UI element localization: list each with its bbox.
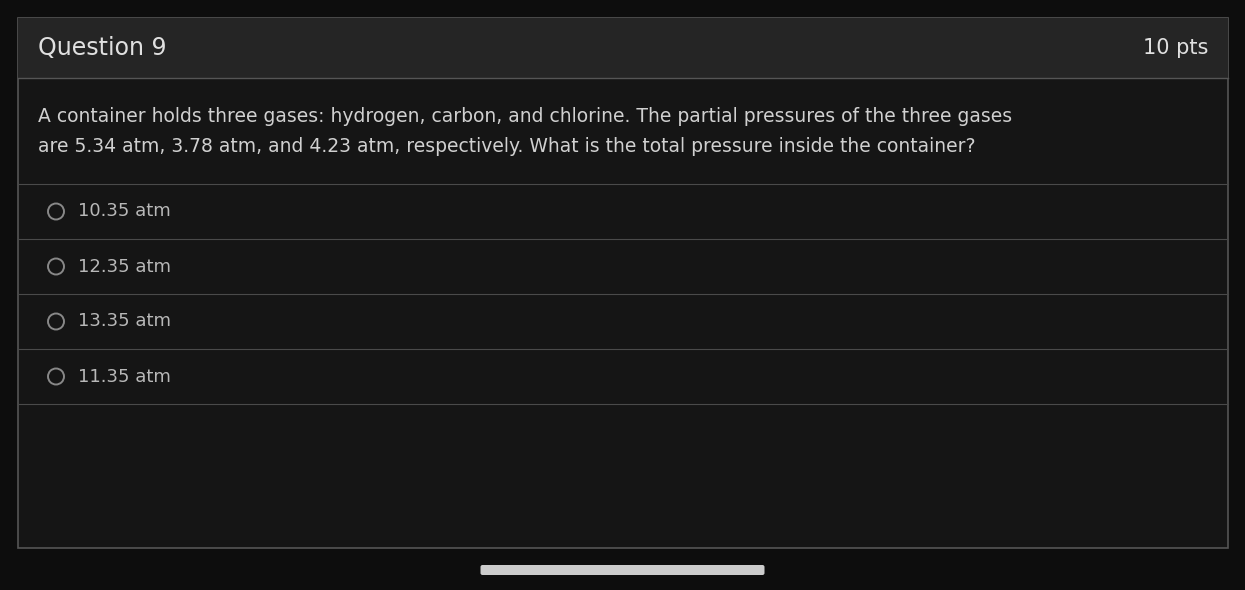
- FancyBboxPatch shape: [17, 18, 1228, 78]
- Text: are 5.34 atm, 3.78 atm, and 4.23 atm, respectively. What is the total pressure i: are 5.34 atm, 3.78 atm, and 4.23 atm, re…: [39, 136, 976, 156]
- Text: 10.35 atm: 10.35 atm: [78, 202, 171, 221]
- Text: A container holds three gases: hydrogen, carbon, and chlorine. The partial press: A container holds three gases: hydrogen,…: [39, 107, 1012, 126]
- Text: 11.35 atm: 11.35 atm: [78, 368, 171, 385]
- FancyBboxPatch shape: [481, 565, 764, 575]
- FancyBboxPatch shape: [17, 18, 1228, 548]
- Text: 12.35 atm: 12.35 atm: [78, 257, 171, 276]
- Text: 10 pts: 10 pts: [1143, 38, 1208, 58]
- Text: Question 9: Question 9: [39, 36, 167, 60]
- Text: 13.35 atm: 13.35 atm: [78, 313, 171, 330]
